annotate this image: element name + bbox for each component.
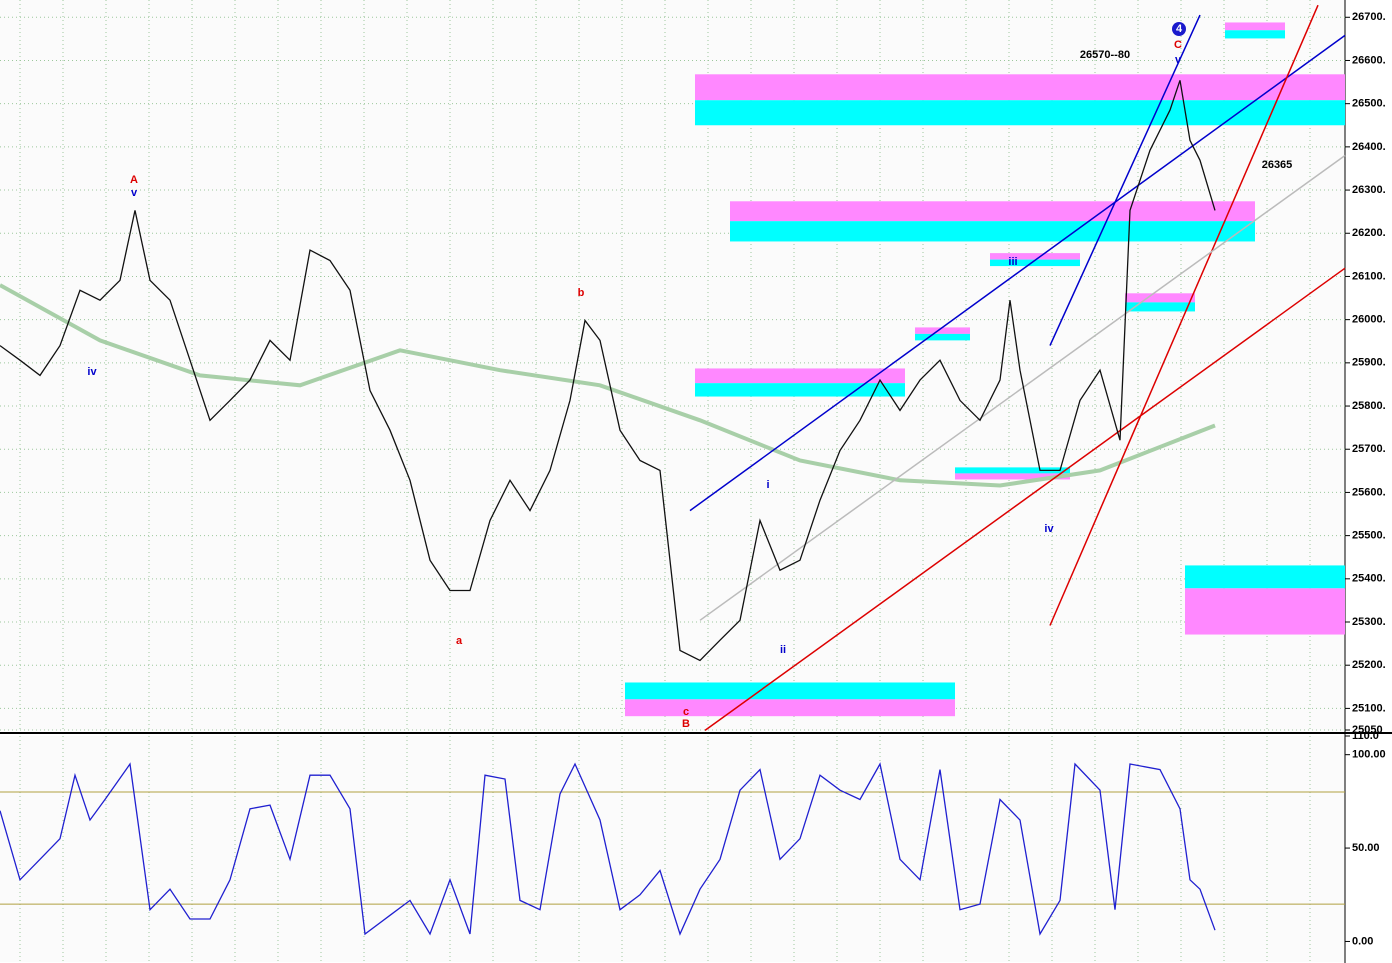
y-tick-label: 25100. [1352,702,1386,714]
y-tick-label: 110.0 [1352,730,1379,742]
annotation: iii [1008,256,1017,268]
zone-bottom [955,473,1070,480]
annotation: i [766,479,769,491]
y-tick-label: 26300. [1352,184,1386,196]
zone-bottom [695,100,1345,126]
annotation: A [130,174,138,186]
y-tick-label: 25600. [1352,486,1386,498]
price-line [0,762,1216,936]
y-tick-label: 25300. [1352,616,1386,628]
zone-top [730,201,1255,222]
zone-top [955,467,1070,474]
zone-top [1125,293,1195,303]
zone-top [695,74,1345,101]
y-tick-label: 25050 [1352,724,1383,736]
y-tick-label: 100.00 [1352,749,1386,761]
annotation: v [1175,54,1182,66]
price-line [0,80,1216,662]
annotation: a [456,635,463,647]
annotation: 26570--80 [1080,49,1130,61]
y-tick-label: 25900. [1352,357,1386,369]
annotation: c [683,706,689,718]
annotation: B [682,718,690,730]
y-tick-label: 25400. [1352,573,1386,585]
zone-bottom [730,221,1255,242]
y-tick-label: 50.00 [1352,842,1380,854]
zone-top [1225,22,1285,31]
trend-line [1049,4,1319,626]
zone-top [915,327,970,334]
y-tick-label: 25500. [1352,530,1386,542]
annotation: iv [87,366,97,378]
annotation: iv [1044,523,1054,535]
trend-line [699,154,1346,621]
y-tick-label: 0.00 [1352,935,1373,947]
annotation: ii [780,644,786,656]
zone-bottom [625,699,955,717]
y-tick-label: 26500. [1352,98,1386,110]
annotation: C [1174,39,1182,51]
zone-bottom [1125,302,1195,312]
annotation: 26365 [1262,159,1293,171]
y-tick-label: 26000. [1352,314,1386,326]
zone-bottom [1185,588,1345,635]
y-tick-label: 26400. [1352,141,1386,153]
zone-top [1185,565,1345,589]
oscillator-panel [0,736,1345,962]
y-tick-label: 26200. [1352,227,1386,239]
y-tick-label: 25800. [1352,400,1386,412]
annotation: 4 [1176,23,1183,35]
zone-top [695,368,905,384]
annotation: b [578,287,585,299]
trend-line [689,34,1346,512]
zone-bottom [990,259,1080,267]
y-tick-label: 25700. [1352,443,1386,455]
zone-bottom [915,333,970,341]
zone-bottom [1225,30,1285,39]
zone-top [990,253,1080,260]
y-tick-label: 26100. [1352,270,1386,282]
y-tick-label: 26700. [1352,11,1386,23]
y-tick-label: 26600. [1352,54,1386,66]
trend-line [1049,14,1201,346]
wave-circle [1172,22,1186,36]
trend-line [704,267,1346,732]
moving-average [0,283,1216,488]
annotation: v [131,187,138,199]
y-tick-label: 25200. [1352,659,1386,671]
zone-top [625,682,955,700]
